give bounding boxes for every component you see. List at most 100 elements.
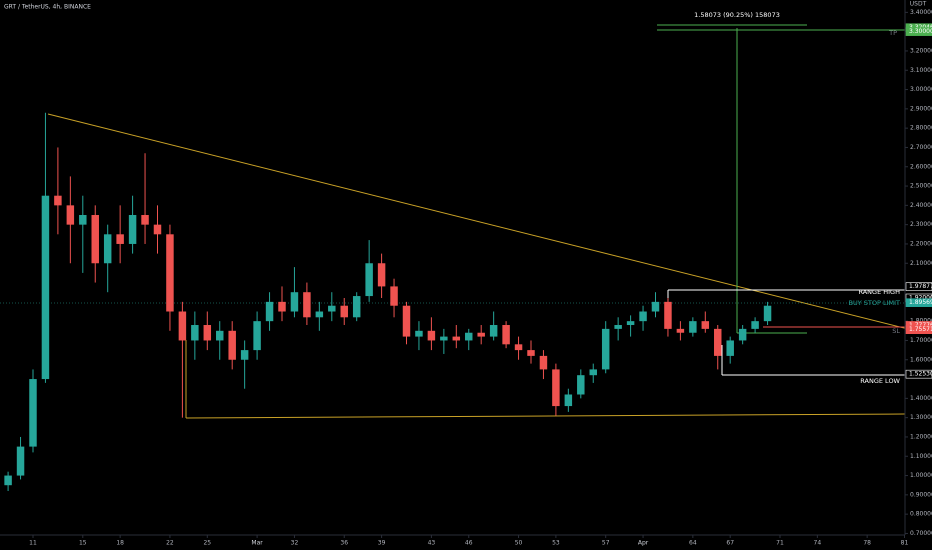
x-tick-label: 74 (814, 540, 822, 547)
buy-stop-label: BUY STOP LIMIT (849, 299, 901, 307)
candle-body (577, 375, 585, 395)
candle-body (365, 263, 373, 297)
candle-body (415, 330, 423, 337)
x-tick-label: 25 (203, 540, 211, 547)
candle-body (689, 321, 697, 333)
candle-body (502, 325, 510, 345)
price-label: 3.30000 (909, 28, 932, 35)
price-label-box (905, 298, 932, 307)
candle-body (639, 311, 647, 322)
candle-body (141, 215, 149, 225)
candle-body (514, 344, 523, 351)
y-tick-label: 1.60000 (910, 356, 932, 363)
candle-body (626, 321, 635, 326)
candle-body (377, 263, 386, 287)
price-label: 1.97877 (909, 283, 932, 290)
currency: USDT (910, 1, 927, 8)
x-tick-label: 15 (79, 540, 87, 547)
x-tick-label: 11 (29, 540, 37, 547)
x-tick-label: 46 (465, 540, 473, 547)
x-tick-label: 50 (515, 540, 523, 547)
candle-body (128, 215, 137, 244)
range-high-label: RANGE HIGH (858, 288, 900, 296)
candle-body (153, 224, 162, 235)
x-tick-label: 36 (340, 540, 348, 547)
y-tick-label: 2.40000 (910, 202, 932, 209)
candle-body (477, 332, 485, 337)
y-tick-label: 1.20000 (910, 433, 932, 440)
candle-body (601, 328, 610, 370)
candle-body (352, 296, 361, 318)
y-tick-label: 2.50000 (910, 183, 932, 190)
candle-body (340, 305, 348, 318)
candle-body (564, 394, 573, 407)
range-low-label: RANGE LOW (860, 377, 900, 385)
candle-body (315, 311, 324, 318)
price-label: 1.92000 (909, 294, 932, 301)
price-label: 1.52530 (909, 371, 932, 378)
candle-body (54, 195, 62, 206)
x-tick-label: 53 (552, 540, 560, 547)
candle-body (452, 336, 461, 341)
candle-body (427, 330, 436, 341)
candle-body (66, 205, 75, 225)
candle-body (278, 301, 286, 312)
candle-body (116, 234, 124, 244)
candle-body (751, 321, 759, 329)
x-tick-label: 57 (602, 540, 610, 547)
candle-body (614, 325, 622, 329)
candle-body (527, 350, 535, 356)
candle-body (714, 328, 722, 356)
candle-body (103, 234, 112, 264)
price-label-box (905, 282, 932, 291)
x-tick-label: 81 (901, 540, 909, 547)
candle-body (191, 325, 199, 341)
price-label-box (905, 27, 932, 36)
candle-body (328, 305, 336, 312)
candle-body (228, 330, 236, 360)
x-tick-label: 39 (378, 540, 386, 547)
y-tick-label: 1.70000 (910, 337, 932, 344)
candle-body (664, 301, 672, 329)
x-tick-label: Apr (638, 540, 649, 547)
candle-body (465, 332, 473, 341)
x-tick-label: 64 (689, 540, 697, 547)
candles (4, 112, 772, 491)
y-tick-label: 2.70000 (910, 144, 932, 151)
drawings (0, 24, 905, 419)
x-tick-label: 43 (428, 540, 436, 547)
y-tick-label: 2.20000 (910, 240, 932, 247)
y-tick-label: 3.10000 (910, 67, 932, 74)
support-line (185, 413, 905, 419)
x-tick-label: 67 (726, 540, 734, 547)
x-tick-label: Mar (251, 540, 263, 547)
candle-body (552, 369, 560, 407)
x-tick-label: 71 (776, 540, 784, 547)
candle-body (763, 305, 772, 322)
candle-body (203, 325, 212, 341)
candle-body (178, 311, 187, 341)
x-tick-label: 32 (291, 540, 299, 547)
candle-body (539, 355, 548, 370)
candle-body (676, 328, 685, 333)
candle-body (41, 195, 50, 380)
x-tick-label: 78 (863, 540, 871, 547)
candle-body (440, 336, 448, 341)
candle-body (16, 446, 25, 476)
candle-body (402, 305, 411, 337)
y-tick-label: 2.10000 (910, 260, 932, 267)
candle-body (701, 321, 710, 329)
candle-body (29, 379, 37, 447)
candle-body (390, 286, 398, 306)
candle-body (4, 475, 12, 486)
candle-body (489, 325, 498, 337)
y-tick-label: 2.60000 (910, 163, 932, 170)
